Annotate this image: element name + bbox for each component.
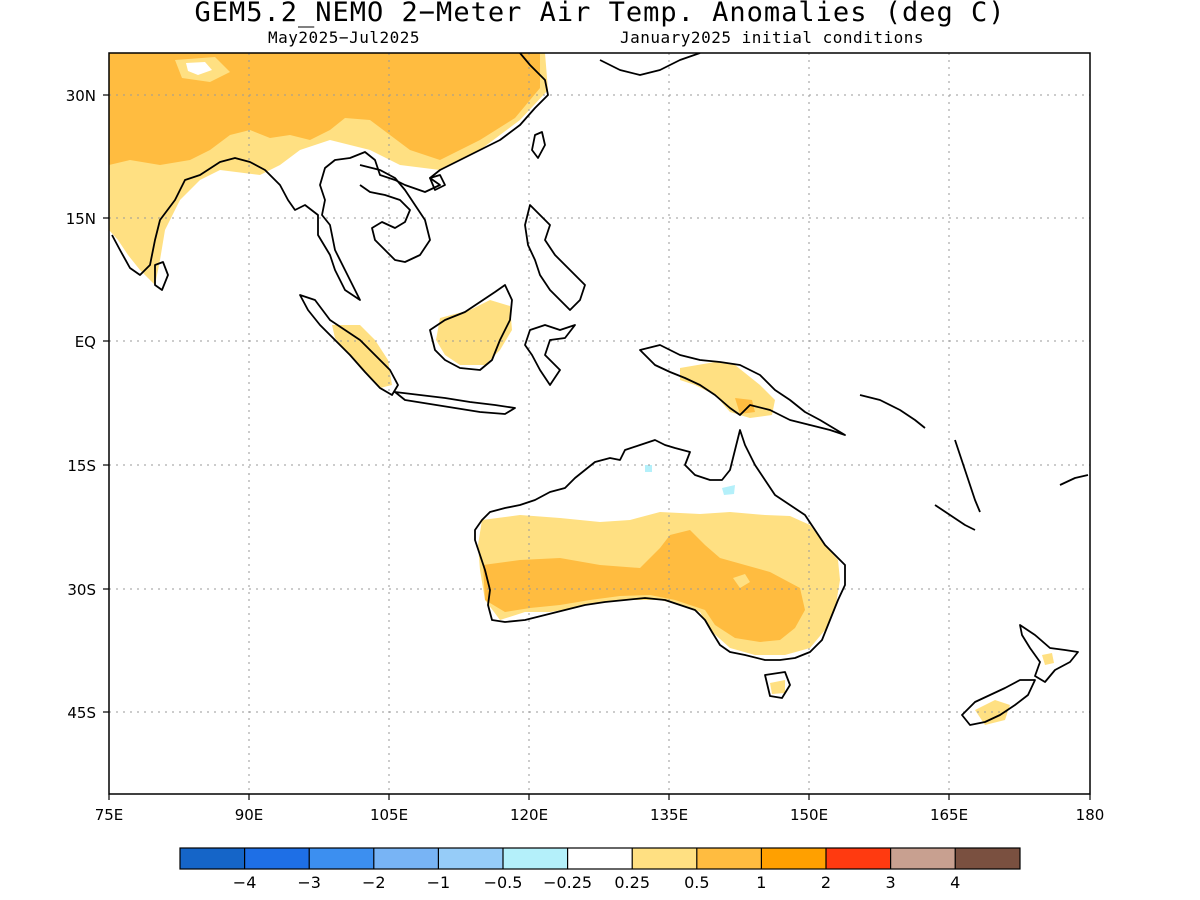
asia-anomaly-0.5 [109, 53, 540, 165]
gulf-carpentaria-cool [722, 485, 735, 495]
colorbar-label: 2 [821, 873, 831, 892]
tick-marks [103, 94, 1091, 800]
colorbar-swatch [955, 848, 1020, 869]
new-caledonia-coastline [934, 504, 976, 531]
java-coastline [394, 391, 516, 415]
colorbar-swatch [826, 848, 891, 869]
colorbar-swatch [373, 848, 439, 869]
nz-north-anomaly [1042, 653, 1054, 665]
latitude-labels: 30N 15N EQ 15S 30S 45S [66, 87, 96, 722]
longitude-labels: 75E 90E 105E 120E 135E 150E 165E 180 [95, 806, 1105, 824]
coastlines [111, 53, 1089, 726]
new-guinea-anomaly [680, 362, 775, 418]
sri-lanka-coastline [154, 261, 169, 291]
japan-coastline [599, 53, 701, 76]
colorbar: −4 −3 −2 −1 −0.5 −0.25 0.25 0.5 1 2 3 4 [179, 847, 1021, 892]
colorbar-label: 0.25 [614, 873, 650, 892]
lon-label: 105E [370, 806, 408, 824]
map-title: GEM5.2_NEMO 2−Meter Air Temp. Anomalies … [194, 0, 1006, 28]
colorbar-swatch [761, 848, 826, 869]
tasmania-coastline [764, 671, 791, 699]
lat-label: 15N [66, 210, 96, 228]
colorbar-label: 1 [756, 873, 766, 892]
colorbar-label: −2 [362, 873, 386, 892]
forecast-period: May2025−Jul2025 [268, 28, 420, 47]
lat-label: 30S [67, 581, 96, 599]
indochina-coastline [359, 164, 431, 263]
lon-label: 90E [235, 806, 264, 824]
vanuatu-coastline [954, 439, 981, 513]
colorbar-swatch [696, 848, 762, 869]
colorbar-swatch [567, 848, 633, 869]
colorbar-label: −3 [297, 873, 321, 892]
colorbar-swatch [309, 848, 374, 869]
borneo-anomaly [436, 300, 512, 365]
lat-label: 15S [67, 457, 96, 475]
colorbar-swatch [890, 848, 956, 869]
colorbar-swatch [244, 848, 310, 869]
colorbar-label: 3 [886, 873, 896, 892]
lon-label: 150E [790, 806, 828, 824]
taiwan-coastline [531, 131, 546, 159]
nz-north-coastline [1019, 624, 1079, 683]
new-guinea-anomaly-0.5 [735, 398, 755, 414]
australia-coastline [474, 429, 846, 661]
hainan-coastline [429, 174, 446, 191]
australia-anomaly-0.5 [483, 530, 805, 642]
lat-label: 30N [66, 87, 96, 105]
colorbar-label: −4 [233, 873, 257, 892]
colorbar-swatch [438, 848, 503, 869]
lat-label: 45S [67, 704, 96, 722]
lat-label: EQ [75, 333, 96, 351]
colorbar-label: −1 [427, 873, 451, 892]
solomon-islands-coastline [859, 394, 926, 429]
lon-label: 120E [510, 806, 548, 824]
sulawesi-coastline [524, 324, 576, 386]
lon-label: 180 [1076, 806, 1105, 824]
lon-label: 75E [95, 806, 124, 824]
anomaly-fill-layer [109, 53, 1054, 725]
grid-lines [109, 53, 1090, 794]
sumatra-anomaly [332, 325, 392, 388]
indochina-neutral [320, 150, 430, 262]
asia-coastline [111, 53, 549, 301]
colorbar-swatch [632, 848, 697, 869]
new-guinea-coastline [639, 344, 846, 436]
colorbar-label: 0.5 [684, 873, 709, 892]
nz-south-coastline [961, 679, 1036, 726]
tasmania-anomaly [770, 680, 785, 694]
plot-frame [108, 52, 1091, 795]
lon-label: 165E [930, 806, 968, 824]
sumatra-coastline [299, 294, 399, 396]
colorbar-swatch [503, 848, 568, 869]
borneo-coastline [429, 284, 513, 371]
colorbar-label: −0.25 [543, 873, 592, 892]
colorbar-swatch [180, 848, 245, 869]
north-australia-cool [645, 465, 652, 472]
colorbar-label: −0.5 [484, 873, 523, 892]
lon-label: 135E [650, 806, 688, 824]
tibet-white [186, 62, 212, 75]
colorbar-label: 4 [950, 873, 960, 892]
philippines-coastline [524, 204, 586, 311]
initial-conditions: January2025 initial conditions [620, 28, 924, 47]
australia-small-neutral [733, 574, 750, 588]
fiji-coastline [1059, 474, 1089, 486]
